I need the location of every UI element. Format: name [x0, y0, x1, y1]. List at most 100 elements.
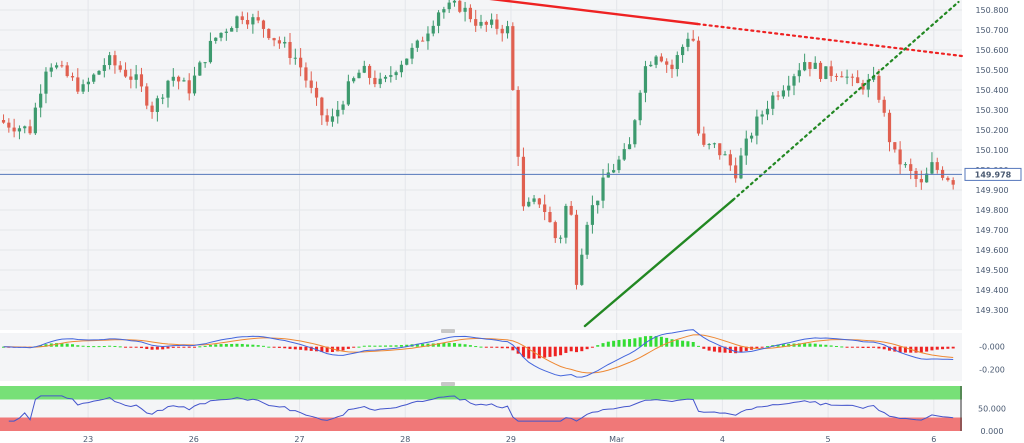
macd-histogram-bar [426, 343, 430, 347]
macd-histogram-bar [893, 346, 897, 352]
candle-body [230, 28, 234, 32]
macd-histogram-bar [70, 344, 74, 347]
candle-body [532, 198, 536, 202]
candle-body [558, 237, 563, 239]
candle-body [214, 37, 218, 41]
rsi-tick-label: 50.000 [978, 405, 1006, 414]
macd-histogram-bar [394, 345, 398, 347]
candle-body [129, 76, 133, 80]
price-tick-label: 149.400 [975, 286, 1008, 295]
macd-resize-handle[interactable] [441, 329, 455, 333]
macd-histogram-bar [659, 336, 663, 347]
candle-body [856, 77, 860, 84]
macd-histogram-bar [256, 345, 260, 347]
macd-histogram-bar [723, 346, 727, 353]
macd-histogram-bar [177, 346, 181, 348]
rsi-overbought-zone [0, 386, 962, 400]
candle-body [818, 62, 823, 79]
macd-histogram-bar [214, 344, 218, 347]
price-tick-label: 150.400 [975, 86, 1008, 95]
macd-histogram-bar [193, 346, 197, 348]
macd-histogram-bar [145, 346, 149, 349]
macd-histogram-bar [325, 346, 329, 353]
candle-body [718, 143, 722, 156]
candle-body [176, 76, 181, 82]
candle-body [935, 162, 939, 170]
macd-histogram-bar [765, 346, 769, 348]
macd-histogram-bar [171, 346, 175, 348]
rsi-resize-handle[interactable] [441, 382, 455, 386]
candle-body [813, 62, 817, 69]
macd-histogram-bar [129, 346, 133, 348]
candle-body [511, 26, 515, 91]
macd-histogram-bar [506, 346, 510, 349]
candle-body [633, 120, 637, 145]
candle-body [86, 81, 91, 85]
candle-body [367, 65, 372, 78]
macd-histogram-bar [203, 345, 207, 347]
macd-histogram-bar [781, 344, 785, 347]
price-tick-label: 149.600 [975, 246, 1008, 255]
macd-histogram-bar [452, 343, 456, 347]
macd-histogram-bar [808, 343, 812, 347]
macd-histogram-bar [378, 345, 382, 347]
candle-body [490, 19, 494, 25]
macd-histogram-bar [569, 346, 573, 352]
macd-histogram-bar [617, 339, 621, 347]
candle-body [410, 47, 414, 59]
candle-body [166, 80, 170, 98]
macd-histogram-bar [166, 346, 170, 349]
macd-histogram-bar [468, 345, 472, 347]
candle-body [293, 57, 297, 59]
macd-histogram-bar [585, 346, 589, 350]
candle-body [850, 76, 854, 78]
candle-body [171, 76, 175, 81]
candle-body [187, 80, 191, 94]
macd-histogram-bar [654, 336, 658, 347]
macd-histogram-bar [60, 343, 64, 347]
macd-histogram-bar [224, 343, 228, 347]
candle-body [903, 164, 908, 166]
candle-body [829, 66, 833, 76]
candle-body [283, 41, 287, 44]
macd-histogram-bar [108, 345, 112, 347]
macd-histogram-bar [670, 339, 674, 347]
candle-body [925, 173, 929, 183]
candle-body [54, 65, 59, 68]
candle-body [585, 224, 589, 255]
candle-body [251, 17, 255, 25]
macd-histogram-bar [373, 345, 377, 347]
candle-body [914, 170, 918, 179]
current-price-label: 149.978 [975, 170, 1012, 179]
candle-body [627, 144, 632, 150]
macd-histogram-bar [44, 344, 48, 347]
price-tick-label: 149.300 [975, 306, 1008, 315]
macd-histogram-bar [739, 346, 743, 353]
rsi-line [8, 395, 954, 422]
macd-histogram-bar [187, 346, 191, 348]
candle-body [670, 64, 674, 70]
date-tick-label: 26 [189, 435, 199, 443]
candle-body [70, 76, 75, 78]
macd-histogram-bar [559, 346, 563, 356]
trendlines [489, 0, 964, 328]
candle-body [834, 75, 839, 77]
candle-body [44, 71, 48, 94]
candle-body [240, 16, 244, 20]
macd-histogram-bar [336, 346, 340, 352]
macd-histogram-bar [92, 346, 96, 348]
macd-histogram-bar [97, 346, 101, 348]
main-panel-bg [0, 0, 962, 330]
candle-body [267, 28, 271, 39]
candle-body [803, 62, 807, 71]
candle-body [288, 41, 292, 59]
candle-body [108, 55, 112, 66]
candle-body [744, 138, 748, 156]
macd-histogram-bar [113, 345, 117, 347]
candle-body [776, 95, 780, 97]
macd-histogram-bar [930, 346, 934, 351]
macd-histogram-bar [527, 346, 531, 359]
candle-body [314, 87, 319, 98]
candle-body [521, 156, 526, 207]
